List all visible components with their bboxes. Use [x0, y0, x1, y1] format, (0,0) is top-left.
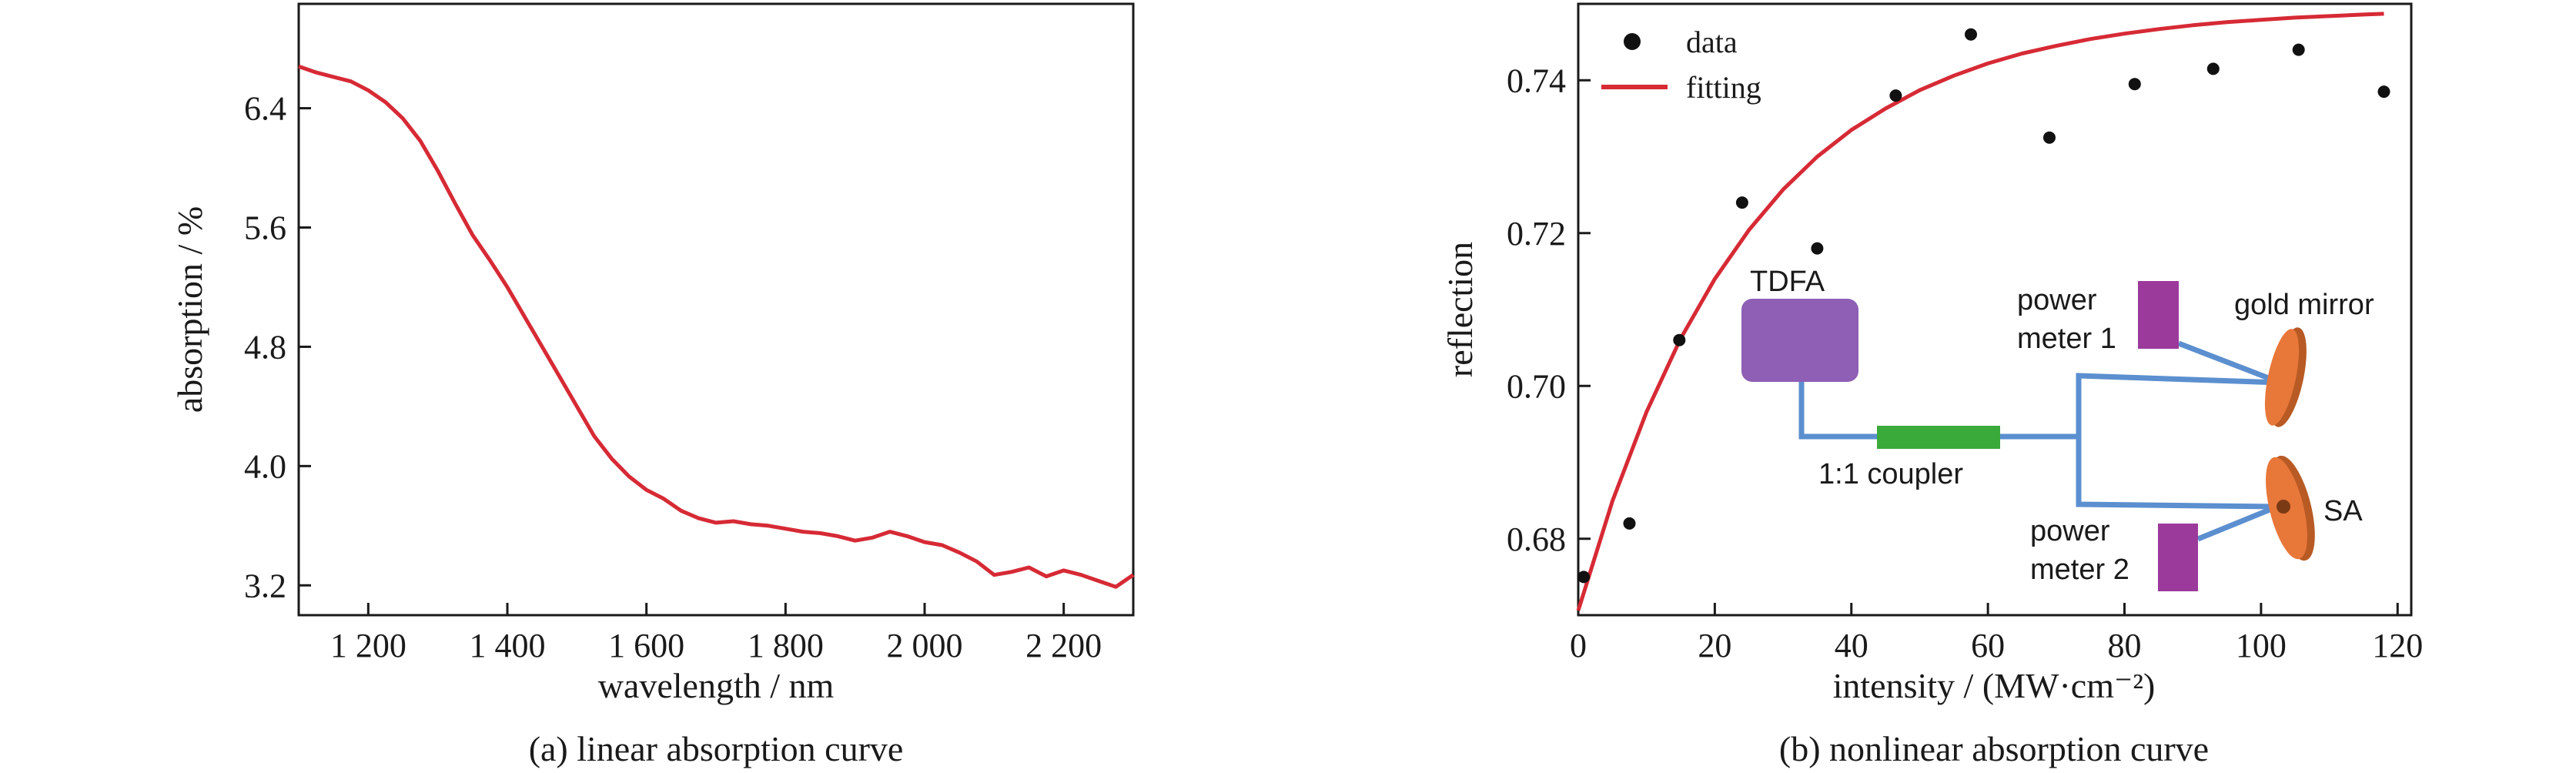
- plot-frame-a: [297, 2, 1135, 617]
- a-y-tick-label: 5.6: [244, 209, 286, 246]
- data-point: [1623, 517, 1636, 530]
- data-point: [1735, 196, 1748, 209]
- tdfa-label: TDFA: [1750, 266, 1825, 298]
- data-point: [1811, 242, 1824, 255]
- a-y-tick-label: 4.8: [244, 328, 286, 366]
- a-x-tick-label: 2 200: [1025, 627, 1102, 664]
- b-y-tick-label: 0.74: [1507, 62, 1566, 99]
- power-meter-1-label-line1: power: [2017, 284, 2097, 316]
- data-points: [1577, 28, 2390, 584]
- data-point: [2128, 78, 2141, 91]
- b-y-tick-label: 0.70: [1507, 367, 1566, 405]
- b-y-tick-label: 0.72: [1507, 215, 1566, 253]
- b-x-tick-label: 100: [2236, 627, 2287, 664]
- fiber-to-sa: [2076, 437, 2278, 510]
- fiber-mirror-to-meter-1: [2177, 340, 2282, 386]
- caption-b: (b) nonlinear absorption curve: [1779, 729, 2209, 768]
- fiber-sa-to-meter-2: [2196, 504, 2279, 542]
- gold-mirror-label: gold mirror: [2234, 289, 2374, 321]
- power-meter-2-label-line1: power: [2030, 515, 2110, 547]
- y-ticks-b: 0.68 0.70 0.72 0.74: [1507, 62, 1591, 558]
- absorption-line: [298, 64, 1135, 589]
- x-ticks-b: 0 20 40 60 80 100 120: [1570, 603, 2423, 664]
- linear-absorption-chart: 1 200 1 400 1 600 1 800 2 000 2 200 3.2 4.0 4.8…: [170, 2, 1135, 768]
- data-point: [1577, 571, 1591, 584]
- legend-fitting-label: fitting: [1686, 70, 1761, 105]
- a-x-tick-label: 1 200: [330, 627, 406, 664]
- nonlinear-absorption-chart: 0 20 40 60 80 100 120 0.68 0.70 0.72 0.74 TDFA 1:…: [1440, 2, 2423, 768]
- data-point: [2043, 131, 2056, 144]
- coupler-label: 1:1 coupler: [1818, 458, 1963, 490]
- b-x-tick-label: 20: [1698, 627, 1731, 664]
- tdfa-box: [1741, 299, 1858, 382]
- gold-mirror: [2264, 329, 2300, 426]
- legend: data fitting: [1601, 25, 1761, 105]
- b-x-tick-label: 0: [1570, 627, 1587, 664]
- data-point: [2292, 43, 2305, 56]
- sa-label: SA: [2323, 495, 2363, 527]
- b-x-tick-label: 40: [1835, 627, 1868, 664]
- data-point: [1673, 333, 1686, 346]
- a-x-tick-label: 1 800: [748, 627, 824, 664]
- data-point: [1965, 28, 1977, 41]
- b-x-tick-label: 80: [2108, 627, 2142, 664]
- x-axis-label-a: wavelength / nm: [598, 666, 835, 705]
- fiber-to-gold-mirror: [2076, 373, 2281, 437]
- data-point: [1889, 89, 1902, 102]
- a-x-tick-label: 1 400: [470, 627, 546, 664]
- fiber-tdfa-to-coupler: [1798, 379, 1878, 440]
- sa-center: [2277, 500, 2290, 514]
- b-x-tick-label: 60: [1971, 627, 2005, 664]
- legend-data-label: data: [1686, 25, 1738, 59]
- x-axis-label-b: intensity / (MW·cm⁻²): [1833, 666, 2156, 705]
- y-axis-label-b: reflection: [1440, 242, 1480, 377]
- data-point: [2377, 85, 2390, 99]
- power-meter-2-label-line2: meter 2: [2030, 554, 2129, 586]
- data-point: [2206, 62, 2220, 75]
- a-y-tick-label: 4.0: [244, 447, 286, 485]
- power-meter-1-label-line2: meter 1: [2017, 323, 2116, 355]
- power-meter-2: [2158, 524, 2198, 591]
- power-meter-1: [2138, 281, 2179, 349]
- a-y-tick-label: 3.2: [244, 567, 286, 604]
- a-x-tick-label: 1 600: [608, 627, 684, 664]
- legend-data-marker: [1624, 33, 1641, 50]
- b-y-tick-label: 0.68: [1507, 520, 1566, 558]
- b-x-tick-label: 120: [2372, 627, 2423, 664]
- y-axis-label-a: absorption / %: [170, 206, 209, 413]
- coupler-box: [1877, 426, 2000, 449]
- y-ticks-a: 3.2 4.0 4.8 5.6 6.4: [244, 90, 311, 604]
- measurement-setup-diagram: TDFA 1:1 coupler power meter 1 gold mirr…: [1741, 266, 2374, 591]
- a-x-tick-label: 2 000: [887, 627, 963, 664]
- a-y-tick-label: 6.4: [244, 90, 286, 128]
- caption-a: (a) linear absorption curve: [529, 729, 904, 768]
- x-ticks-a: 1 200 1 400 1 600 1 800 2 000 2 200: [330, 603, 1102, 664]
- fitting-line: [1576, 12, 2384, 611]
